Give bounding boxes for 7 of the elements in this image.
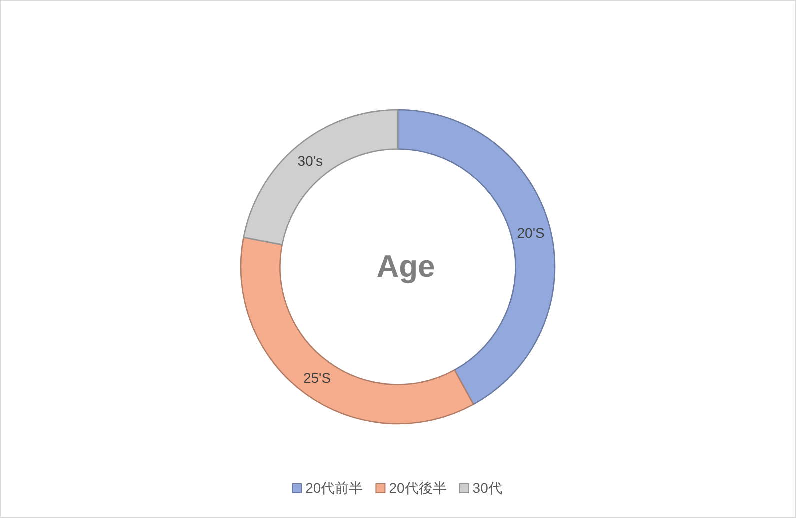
text: 25'S (303, 370, 332, 386)
legend-label: 20代後半 (389, 480, 447, 496)
legend-label: 30代 (472, 480, 502, 496)
legend-label: 20代前半 (306, 480, 364, 496)
text: 20'S (517, 224, 545, 241)
text: 30's (298, 153, 324, 170)
text: Age (376, 249, 436, 284)
